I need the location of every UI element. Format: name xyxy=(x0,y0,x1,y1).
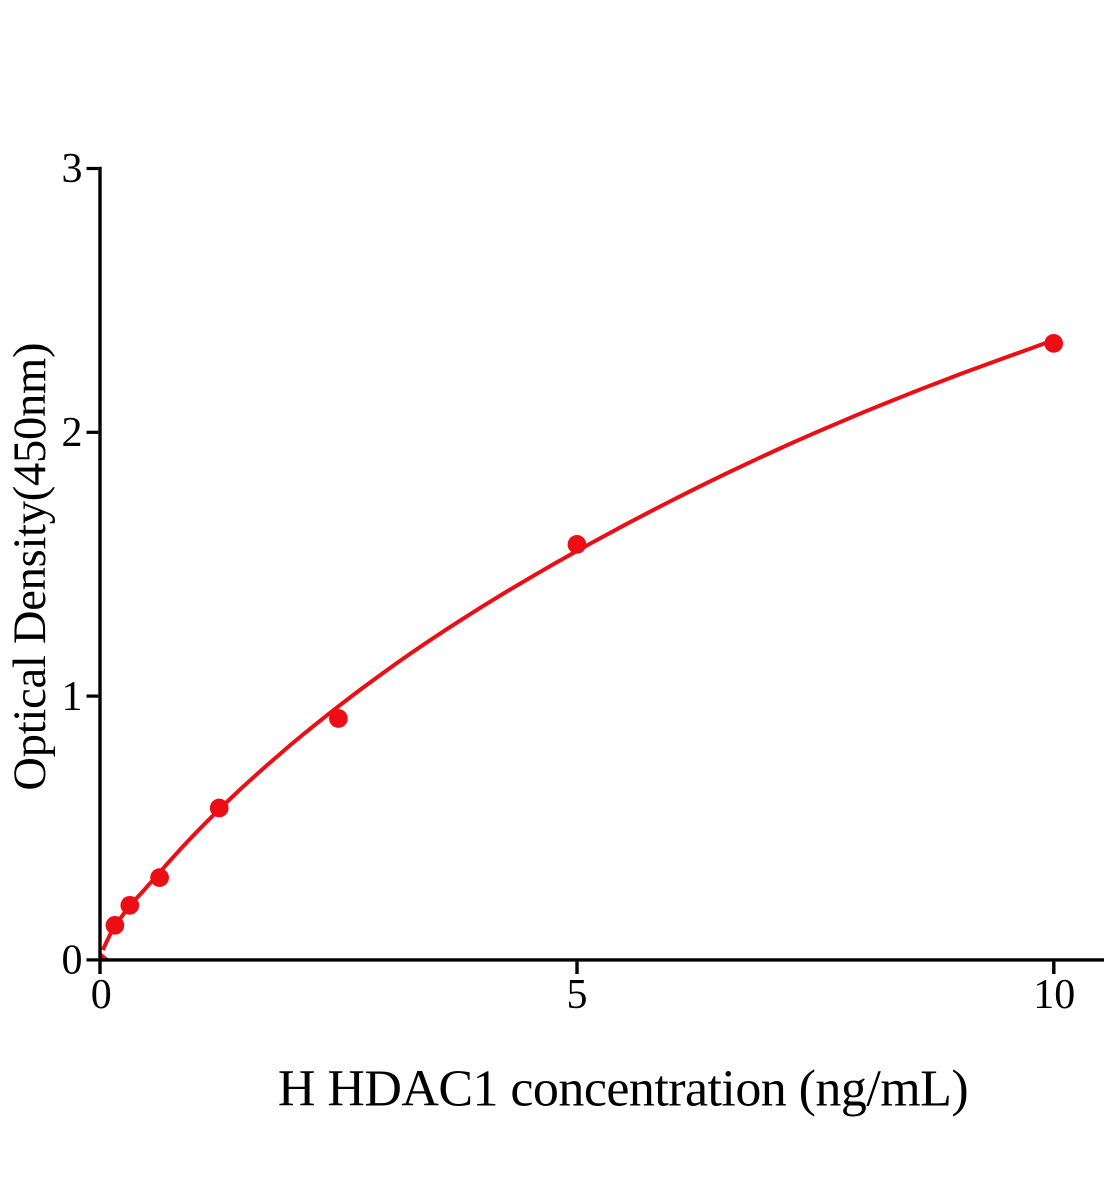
svg-text:3: 3 xyxy=(62,146,83,192)
svg-text:Optical Density(450nm): Optical Density(450nm) xyxy=(5,343,56,791)
svg-text:2: 2 xyxy=(62,410,83,456)
svg-text:H HDAC1 concentration (ng/mL): H HDAC1 concentration (ng/mL) xyxy=(278,1061,968,1118)
svg-text:0: 0 xyxy=(91,972,112,1018)
svg-text:10: 10 xyxy=(1033,972,1075,1018)
svg-text:5: 5 xyxy=(567,972,588,1018)
svg-text:0: 0 xyxy=(62,938,83,984)
svg-text:1: 1 xyxy=(62,674,83,720)
